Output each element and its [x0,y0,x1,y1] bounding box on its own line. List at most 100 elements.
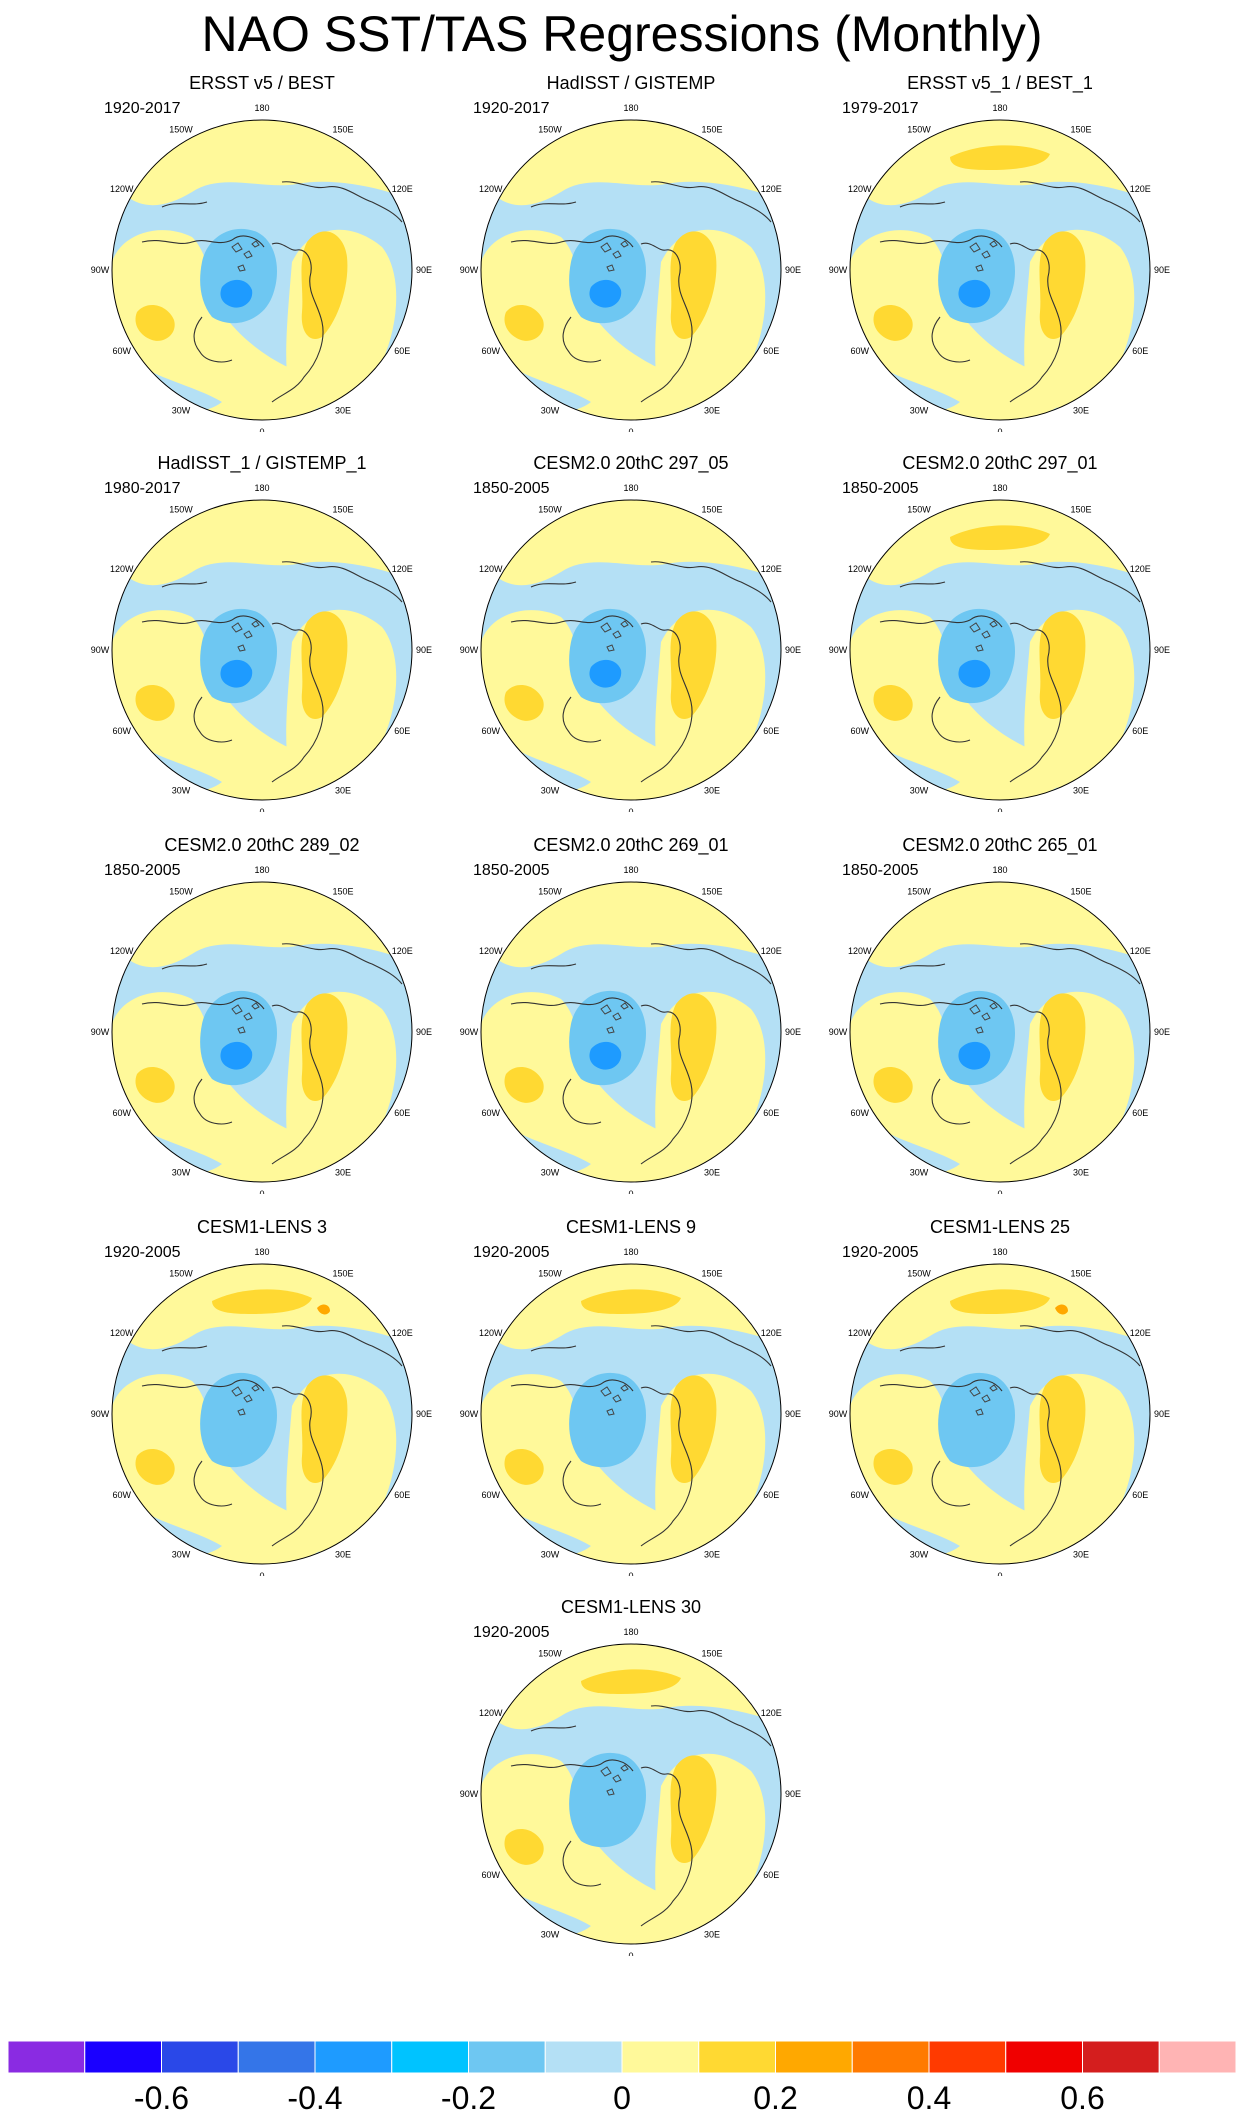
longitude-label-lower-left: 60W [850,1490,869,1500]
longitude-label-lower-left: 60W [112,1490,131,1500]
map-panel: ERSST v5_1 / BEST_1 180 150E 120E 90E 60E 30E 0… [820,72,1180,432]
longitude-label-bottom-left: 30W [910,785,929,795]
longitude-label-bottom-right: 30E [704,1167,720,1177]
longitude-label-upper-right: 120E [392,184,413,194]
longitude-label-left: 90W [829,1409,848,1419]
panel-period: 1850-2005 [842,480,919,497]
longitude-label-top: 180 [992,483,1007,493]
panel-title: CESM2.0 20thC 265_01 [902,835,1098,855]
regression-field [112,882,412,1182]
regression-field [850,120,1150,420]
longitude-label-lower-right: 60E [394,1490,410,1500]
colorbar-tick-label: -0.2 [440,2080,497,2116]
longitude-label-left: 90W [460,1789,479,1799]
map-boundary [111,119,413,421]
atlantic-subtropical-positive [481,992,703,1182]
arctic-islands [600,1764,629,1796]
longitude-label-lower-right: 60E [1132,726,1148,736]
panel-title: CESM2.0 20thC 297_05 [533,453,729,473]
colorbar-tick-label: 0.2 [753,2080,798,2116]
longitude-label-bottom-right: 30E [335,785,351,795]
longitude-label-upper-right: 120E [761,1708,782,1718]
longitude-label-bottom-left: 30W [541,405,560,415]
longitude-label-bottom: 0 [997,1189,1002,1194]
regression-field [481,500,781,800]
map-boundary [480,1263,782,1565]
longitude-label-lower-left: 60W [481,346,500,356]
regression-field [112,500,412,800]
longitude-label-left: 90W [829,1027,848,1037]
arctic-islands [600,1384,629,1416]
labrador-negative-region [569,608,646,704]
atlantic-subtropical-positive [481,1754,703,1944]
longitude-label-lower-right: 60E [1132,1108,1148,1118]
polar-map: 180 150E 120E 90E 60E 30E 0 30W 60W 90W 120W 150W [829,865,1170,1194]
longitude-label-right: 90E [416,265,432,275]
longitude-label-lower-left: 60W [481,1490,500,1500]
longitude-label-upper-left: 120W [110,1328,134,1338]
atlantic-subtropical-positive [112,1374,334,1564]
labrador-core-negative [584,1808,619,1837]
pacific-warm-patch [581,1669,681,1694]
panel-period: 1920-2017 [104,100,181,117]
labrador-core-negative [958,1041,991,1070]
colorbar-tick-label: 0.6 [1060,2080,1105,2116]
map-panel: ERSST v5 / BEST 180 150E 120E 90E 60E 30E 0 30W 6… [82,72,442,432]
siberia-warm-core [670,611,717,720]
arctic-islands [969,1002,998,1034]
regression-field [850,1264,1150,1564]
colorbar-swatch [1005,2040,1083,2074]
longitude-label-top-right: 150E [332,505,353,515]
longitude-label-top: 180 [992,1247,1007,1257]
longitude-label-top-left: 150W [169,125,193,135]
regression-field [481,1644,781,1944]
coastlines [510,1325,772,1547]
longitude-label-bottom-left: 30W [541,1549,560,1559]
labrador-negative-region [938,990,1015,1086]
labrador-core-negative [584,1428,619,1457]
longitude-label-upper-right: 120E [392,564,413,574]
longitude-label-bottom: 0 [997,807,1002,812]
longitude-label-upper-right: 120E [761,184,782,194]
labrador-core-negative [958,659,991,688]
longitude-label-bottom: 0 [997,1571,1002,1576]
longitude-label-right: 90E [416,1409,432,1419]
longitude-label-top-right: 150E [1070,887,1091,897]
panel-period: 1920-2005 [473,1244,550,1261]
siberia-warm-core [1039,611,1086,720]
longitude-label-top-left: 150W [907,505,931,515]
colorbar-swatch [928,2040,1007,2074]
longitude-label-bottom: 0 [259,427,264,432]
longitude-label-top: 180 [254,865,269,875]
panel-title: CESM2.0 20thC 269_01 [533,835,729,855]
panel-title: CESM2.0 20thC 289_02 [164,835,360,855]
longitude-label-left: 90W [91,265,110,275]
labrador-negative-region [569,990,646,1086]
longitude-label-lower-right: 60E [763,1490,779,1500]
longitude-label-lower-left: 60W [481,1870,500,1880]
longitude-label-bottom-right: 30E [1073,1549,1089,1559]
longitude-label-right: 90E [416,1027,432,1037]
atlantic-subtropical-positive [112,992,334,1182]
siberia-warm-core [301,611,348,720]
longitude-label-top-left: 150W [169,1269,193,1279]
panel-title: CESM2.0 20thC 297_01 [902,453,1098,473]
longitude-label-lower-left: 60W [850,346,869,356]
colorbar-swatch [314,2040,393,2074]
longitude-label-top-right: 150E [701,1649,722,1659]
labrador-core-negative [220,659,253,688]
longitude-label-top-left: 150W [907,1269,931,1279]
longitude-label-top-right: 150E [701,1269,722,1279]
siberia-warm-core [1039,1375,1086,1484]
longitude-label-bottom-right: 30E [335,405,351,415]
longitude-label-left: 90W [829,265,848,275]
atlantic-subtropical-positive [850,1374,1072,1564]
longitude-label-top-right: 150E [701,125,722,135]
labrador-negative-region [569,228,646,324]
colorbar-swatch [391,2040,469,2074]
longitude-label-upper-right: 120E [392,1328,413,1338]
map-panel: CESM1-LENS 25 180 150E 120E 90E 60E 30E 0 30W 60W… [820,1216,1180,1576]
labrador-negative-region [200,608,277,704]
longitude-label-right: 90E [785,1789,801,1799]
longitude-label-lower-right: 60E [763,1870,779,1880]
